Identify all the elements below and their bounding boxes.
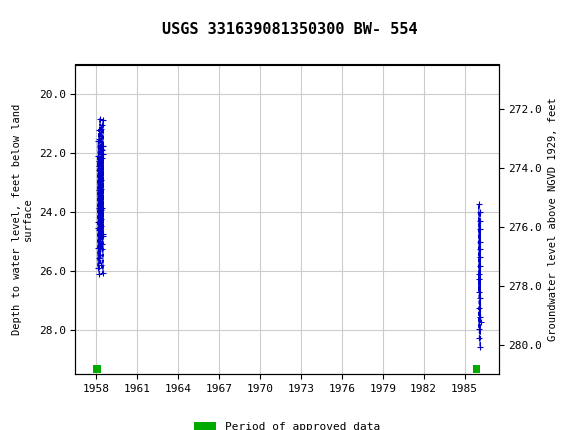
Text: ≡USGS: ≡USGS <box>9 10 63 28</box>
Text: USGS 331639081350300 BW- 554: USGS 331639081350300 BW- 554 <box>162 22 418 37</box>
Legend: Period of approved data: Period of approved data <box>190 418 385 430</box>
Y-axis label: Depth to water level, feet below land
surface: Depth to water level, feet below land su… <box>12 104 33 335</box>
Y-axis label: Groundwater level above NGVD 1929, feet: Groundwater level above NGVD 1929, feet <box>548 98 558 341</box>
